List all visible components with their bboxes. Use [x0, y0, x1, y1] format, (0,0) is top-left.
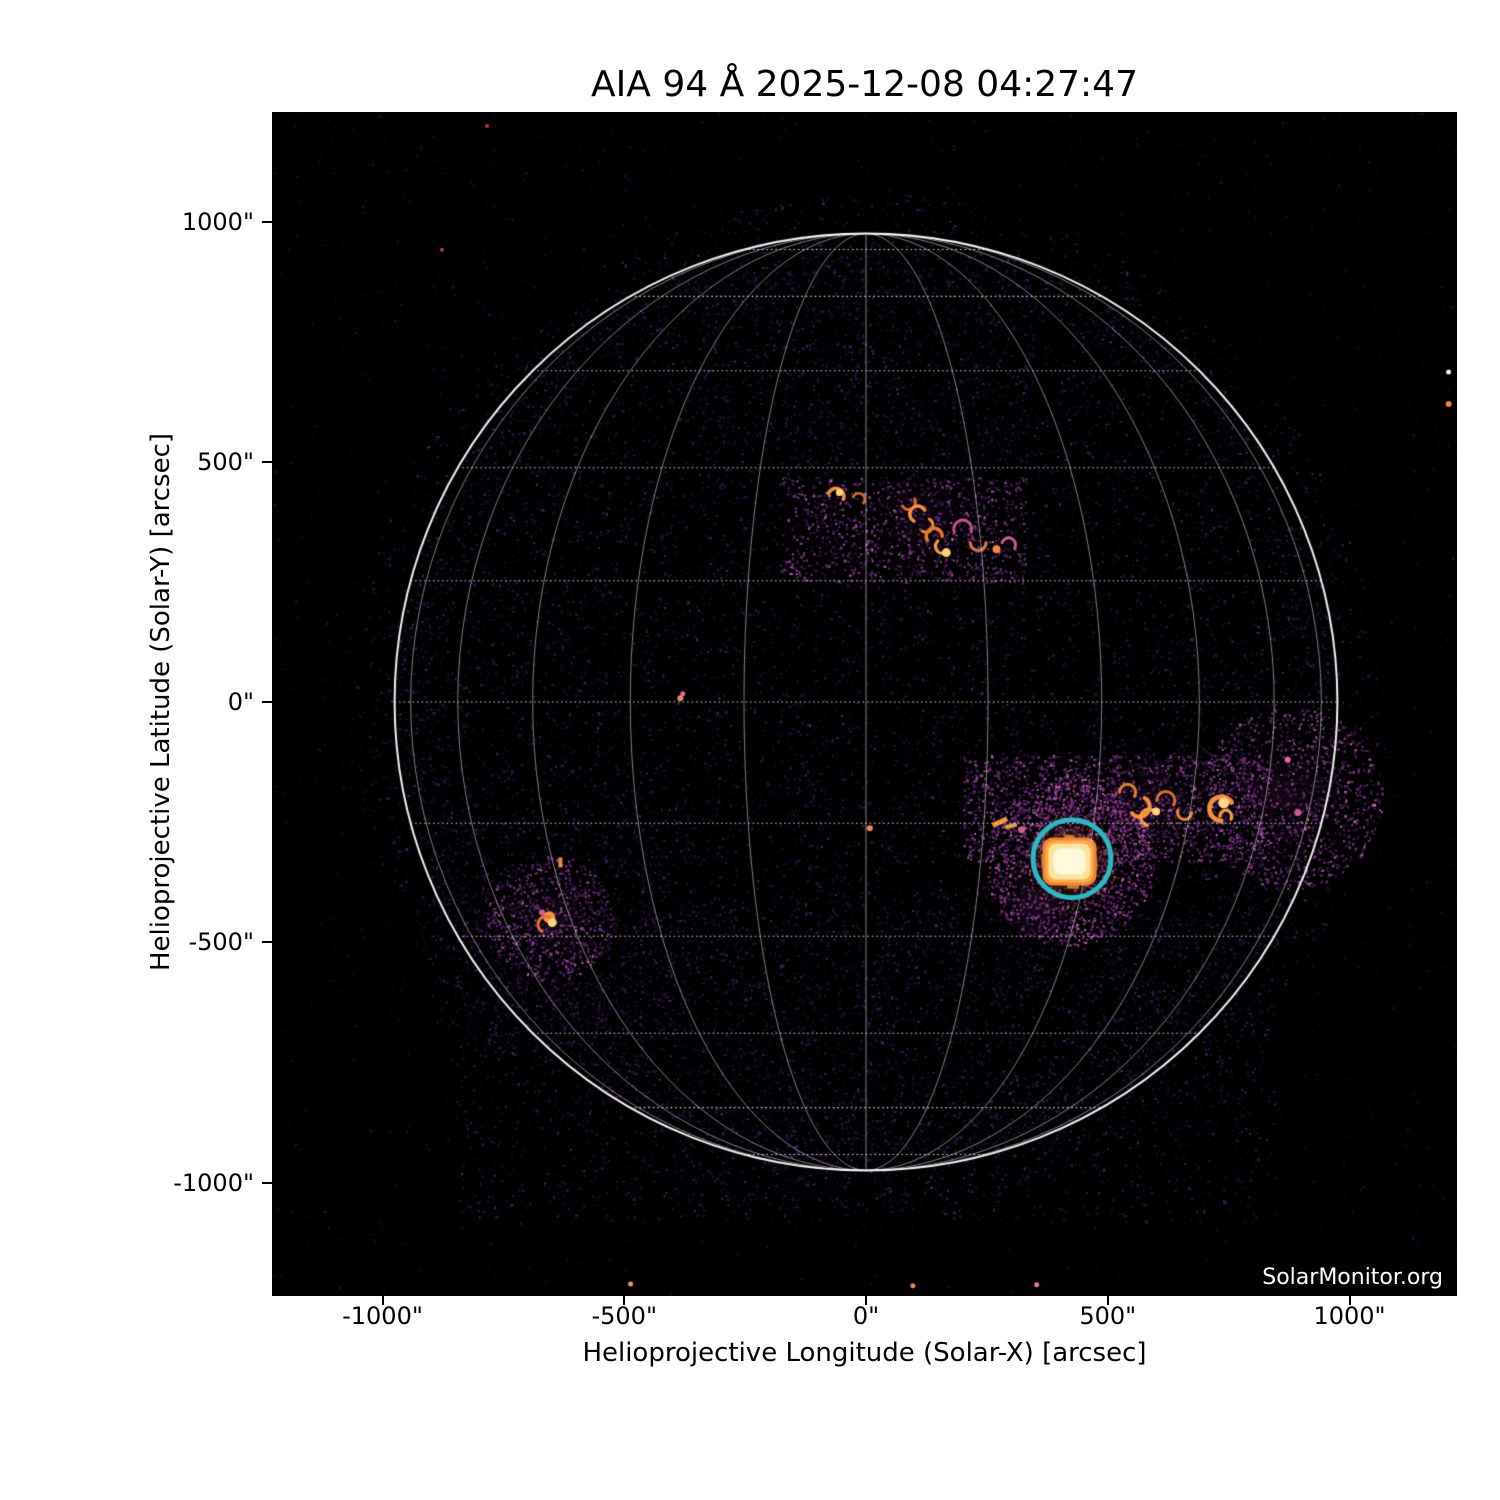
- watermark: SolarMonitor.org: [1262, 1265, 1443, 1290]
- y-tick-mark: [262, 1181, 272, 1184]
- solar-image-canvas: [272, 112, 1457, 1296]
- figure-title: AIA 94 Å 2025-12-08 04:27:47: [591, 64, 1138, 105]
- x-tick-label: 500": [1079, 1302, 1137, 1330]
- x-tick-label: 0": [852, 1302, 880, 1330]
- y-tick-label: 1000": [181, 207, 254, 236]
- x-tick-mark: [623, 1296, 626, 1305]
- y-tick-mark: [262, 941, 272, 944]
- y-tick-label: 0": [227, 688, 254, 716]
- x-tick-mark: [1106, 1296, 1109, 1305]
- x-tick-label: -1000": [342, 1302, 423, 1330]
- x-tick-mark: [381, 1296, 384, 1305]
- y-tick-mark: [262, 701, 272, 703]
- y-tick-mark: [262, 220, 272, 223]
- x-axis-label: Helioprojective Longitude (Solar-X) [arc…: [582, 1338, 1147, 1368]
- y-tick-label: -500": [188, 928, 254, 957]
- y-tick-mark: [262, 460, 272, 463]
- x-tick-mark: [865, 1296, 867, 1305]
- x-tick-label: 1000": [1313, 1302, 1386, 1330]
- solar-disk-plot: SolarMonitor.org: [272, 112, 1457, 1296]
- x-tick-label: -500": [591, 1302, 657, 1330]
- y-tick-label: 500": [197, 447, 254, 476]
- x-tick-mark: [1348, 1296, 1351, 1305]
- y-tick-label: -1000": [173, 1168, 254, 1197]
